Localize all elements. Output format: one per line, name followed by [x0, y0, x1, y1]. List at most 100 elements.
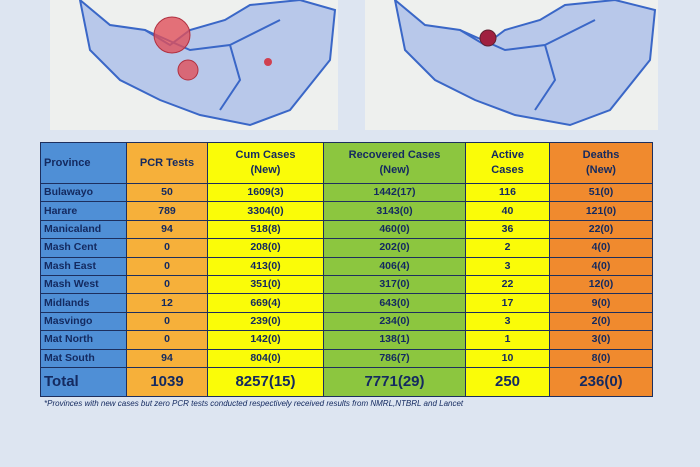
- table-row: Masvingo 0 239(0) 234(0) 3 2(0): [40, 311, 653, 332]
- table-cell: 94: [126, 348, 208, 368]
- table-cell: 786(7): [323, 348, 466, 368]
- table-cell: 804(0): [207, 348, 324, 368]
- table-cell: Mash Cent: [40, 238, 127, 258]
- table-cell: Mat South: [40, 348, 127, 368]
- table-cell: 12(0): [549, 274, 653, 295]
- table-cell: 0: [126, 274, 208, 295]
- table-cell: 17: [465, 293, 550, 313]
- header-cell: Deaths (New): [549, 142, 653, 184]
- table-cell: 51(0): [549, 182, 653, 203]
- table-cell: Mash East: [40, 256, 127, 276]
- header-text: PCR Tests: [139, 156, 195, 169]
- table-cell: 0: [126, 238, 208, 258]
- table-cell: 50: [126, 182, 208, 203]
- map-left: [50, 0, 338, 130]
- table-cell: 142(0): [207, 330, 324, 350]
- table-body: Bulawayo 50 1609(3) 1442(17) 116 51(0) Harare 7…: [40, 182, 653, 397]
- header-text: Province: [44, 156, 91, 169]
- table-cell: 3304(0): [207, 201, 324, 221]
- total-cell: 1039: [126, 366, 208, 397]
- header-text: (New): [586, 164, 616, 176]
- total-cell: 7771(29): [323, 366, 466, 397]
- table-cell: 202(0): [323, 238, 466, 258]
- total-cell: Total: [40, 366, 127, 397]
- table-cell: 208(0): [207, 238, 324, 258]
- header-text: Active: [490, 149, 525, 161]
- table-cell: 10: [465, 348, 550, 368]
- covid-table: Province PCR Tests Cum Cases (New) Recovered…: [40, 142, 653, 397]
- table-cell: 406(4): [323, 256, 466, 276]
- header-row: Province PCR Tests Cum Cases (New) Recovered…: [40, 142, 653, 184]
- table-cell: 1: [465, 330, 550, 350]
- table-row: Midlands 12 669(4) 643(0) 17 9(0): [40, 293, 653, 313]
- table-cell: 1442(17): [323, 182, 466, 203]
- table-cell: 643(0): [323, 293, 466, 313]
- table-row: Mat North 0 142(0) 138(1) 1 3(0): [40, 330, 653, 350]
- header-cell: Province: [40, 142, 127, 184]
- table-cell: 9(0): [549, 293, 653, 313]
- table-cell: Mat North: [40, 330, 127, 350]
- table-cell: Mash West: [40, 274, 127, 295]
- table-cell: Manicaland: [40, 219, 127, 240]
- table-row: Mash West 0 351(0) 317(0) 22 12(0): [40, 274, 653, 295]
- table-cell: 22: [465, 274, 550, 295]
- table-cell: 3143(0): [323, 201, 466, 221]
- table-cell: 669(4): [207, 293, 324, 313]
- table-cell: 3(0): [549, 330, 653, 350]
- table-cell: 40: [465, 201, 550, 221]
- table-cell: 3: [465, 256, 550, 276]
- header-text: Cases: [491, 164, 524, 176]
- header-cell: Cum Cases (New): [207, 142, 324, 184]
- table-row: Mat South 94 804(0) 786(7) 10 8(0): [40, 348, 653, 368]
- table-cell: Masvingo: [40, 311, 127, 332]
- table-cell: 317(0): [323, 274, 466, 295]
- header-text: Recovered Cases: [348, 149, 441, 161]
- table-cell: 460(0): [323, 219, 466, 240]
- table-cell: 413(0): [207, 256, 324, 276]
- table-cell: 22(0): [549, 219, 653, 240]
- table-cell: 4(0): [549, 256, 653, 276]
- table-cell: 3: [465, 311, 550, 332]
- table-cell: Harare: [40, 201, 127, 221]
- header-cell: Active Cases: [465, 142, 550, 184]
- header-cell: Recovered Cases (New): [323, 142, 466, 184]
- header-text: Deaths: [582, 149, 620, 161]
- table-cell: 1609(3): [207, 182, 324, 203]
- table-cell: 2: [465, 238, 550, 258]
- table-cell: 239(0): [207, 311, 324, 332]
- table-cell: 2(0): [549, 311, 653, 332]
- map-right: [365, 0, 658, 130]
- table-cell: Bulawayo: [40, 182, 127, 203]
- table-cell: 116: [465, 182, 550, 203]
- table-cell: 4(0): [549, 238, 653, 258]
- table-cell: 789: [126, 201, 208, 221]
- footnote: *Provinces with new cases but zero PCR t…: [44, 399, 464, 408]
- total-row: Total 1039 8257(15) 7771(29) 250 236(0): [40, 366, 653, 397]
- table-cell: 8(0): [549, 348, 653, 368]
- table-cell: 234(0): [323, 311, 466, 332]
- table-cell: 351(0): [207, 274, 324, 295]
- table-row: Manicaland 94 518(8) 460(0) 36 22(0): [40, 219, 653, 240]
- header-cell: PCR Tests: [126, 142, 208, 184]
- table-cell: 12: [126, 293, 208, 313]
- total-cell: 236(0): [549, 366, 653, 397]
- table-cell: 518(8): [207, 219, 324, 240]
- table-row: Harare 789 3304(0) 3143(0) 40 121(0): [40, 201, 653, 221]
- table-cell: 0: [126, 311, 208, 332]
- header-text: (New): [379, 164, 410, 176]
- total-cell: 250: [465, 366, 550, 397]
- table-cell: 0: [126, 256, 208, 276]
- table-cell: 138(1): [323, 330, 466, 350]
- table-cell: 121(0): [549, 201, 653, 221]
- table-cell: Midlands: [40, 293, 127, 313]
- total-cell: 8257(15): [207, 366, 324, 397]
- header-text: (New): [250, 164, 281, 176]
- header-text: Cum Cases: [235, 149, 296, 161]
- table-cell: 36: [465, 219, 550, 240]
- table-cell: 0: [126, 330, 208, 350]
- table-cell: 94: [126, 219, 208, 240]
- table-row: Mash East 0 413(0) 406(4) 3 4(0): [40, 256, 653, 276]
- table-row: Bulawayo 50 1609(3) 1442(17) 116 51(0): [40, 182, 653, 203]
- table-row: Mash Cent 0 208(0) 202(0) 2 4(0): [40, 238, 653, 258]
